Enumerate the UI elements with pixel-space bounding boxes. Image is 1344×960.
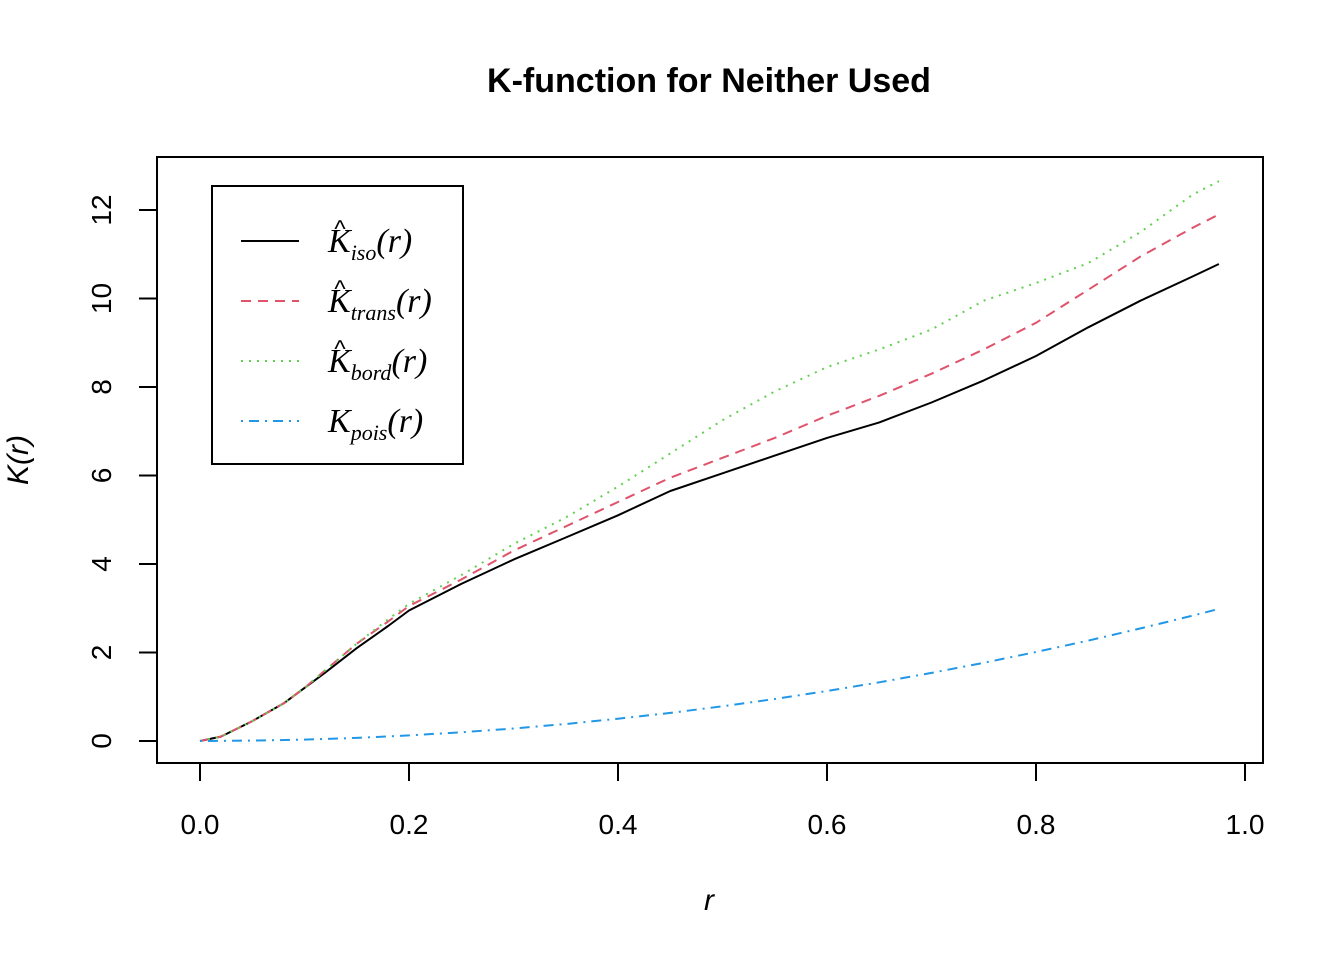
legend-box [211,185,464,465]
x-tick-label: 0.4 [599,809,638,840]
series-line-trans [199,213,1220,742]
y-tick-label: 12 [86,194,117,225]
x-tick-label: 1.0 [1226,809,1265,840]
series-line-pois [199,607,1220,742]
legend-label-iso: Kiso(r) [327,223,412,265]
y-axis-label: K(r) [2,435,35,485]
y-tick-label: 8 [86,379,117,395]
legend-label-bord: Kbord(r) [327,343,427,385]
x-tick-label: 0.2 [390,809,429,840]
y-tick-label: 4 [86,556,117,572]
legend-hat-bord: ^ [334,336,346,363]
legend-label-pois: Kpois(r) [327,403,423,445]
y-tick-label: 6 [86,468,117,484]
x-tick-label: 0.6 [808,809,847,840]
y-axis: 0 2 4 6 8 10 12 [86,194,158,749]
legend-hat-trans: ^ [334,276,346,303]
legend-hat-iso: ^ [334,216,346,243]
y-tick-label: 10 [86,283,117,314]
series-line-iso [199,263,1220,742]
legend: Kiso(r)^Ktrans(r)^Kbord(r)^Kpois(r) [211,185,464,465]
x-axis: 0.0 0.2 0.4 0.6 0.8 1.0 [181,762,1265,840]
x-tick-label: 0.0 [181,809,220,840]
legend-label-trans: Ktrans(r) [327,283,432,325]
y-tick-label: 2 [86,645,117,661]
x-axis-label: r [704,884,715,917]
series-layer [199,180,1220,742]
x-tick-label: 0.8 [1017,809,1056,840]
y-tick-label: 0 [86,733,117,749]
chart-title: K-function for Neither Used [487,62,931,100]
